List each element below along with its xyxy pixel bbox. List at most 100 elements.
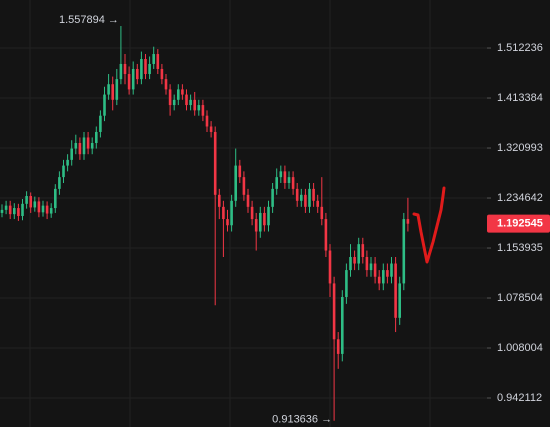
candle-body xyxy=(390,263,393,277)
candle-body xyxy=(279,171,283,178)
candle-body xyxy=(107,84,110,95)
candle-body xyxy=(33,201,37,208)
candle-body xyxy=(95,131,98,143)
candle-body xyxy=(394,263,397,318)
candle-body xyxy=(254,219,258,232)
candle-body xyxy=(332,283,336,340)
candle-body xyxy=(263,212,266,226)
candle-body xyxy=(168,89,172,106)
candle-body xyxy=(209,126,213,132)
candle-body xyxy=(324,219,328,251)
vertical-grid xyxy=(29,0,431,427)
candle-body xyxy=(300,194,303,201)
candle-body xyxy=(21,203,24,216)
candle-body xyxy=(144,58,147,75)
candle-body xyxy=(189,99,192,106)
candle-body xyxy=(242,177,246,195)
candle-body xyxy=(54,188,57,209)
candle-body xyxy=(275,177,278,189)
candle-body xyxy=(152,54,155,64)
candle-body xyxy=(361,244,365,258)
candle-body xyxy=(304,194,307,207)
candle-body xyxy=(90,142,94,149)
candle-body xyxy=(45,205,49,214)
low-annotation: 0.913636 → xyxy=(272,414,332,426)
candle-body xyxy=(17,208,20,216)
candle-body xyxy=(369,263,373,271)
candle-body xyxy=(267,206,270,226)
candle-body xyxy=(271,188,274,207)
candle-body xyxy=(357,244,360,264)
candle-body xyxy=(402,219,406,284)
candle-body xyxy=(377,276,381,284)
y-tick-label: 1.413384 xyxy=(497,92,543,104)
candle-body xyxy=(308,188,311,207)
candle-body xyxy=(140,58,143,80)
candle-body xyxy=(148,63,151,75)
candle-body xyxy=(336,339,340,354)
candle-body xyxy=(250,206,254,220)
candle-body xyxy=(0,209,4,213)
candle-body xyxy=(103,94,106,116)
candle-body xyxy=(131,68,135,90)
candle-body xyxy=(8,205,12,215)
y-tick-label: 1.234642 xyxy=(497,192,543,204)
candle-body xyxy=(119,63,123,80)
candle-body xyxy=(373,263,377,277)
candle-body xyxy=(197,105,201,111)
candle-body xyxy=(4,205,8,210)
candle-body xyxy=(365,257,369,271)
candle-body xyxy=(78,142,82,155)
candle-body xyxy=(185,94,188,106)
hand-drawn-line xyxy=(412,186,446,264)
candle-body xyxy=(111,84,114,100)
candle-body xyxy=(213,131,217,195)
candle-body xyxy=(218,194,221,207)
y-tick-label: 1.153935 xyxy=(497,242,543,254)
candle-body xyxy=(328,250,332,284)
candle-body xyxy=(345,270,348,297)
candle-body xyxy=(49,208,53,214)
candle-body xyxy=(25,196,28,204)
candle-body xyxy=(177,89,180,100)
y-tick-label: 1.512236 xyxy=(497,42,543,54)
candle-body xyxy=(320,206,324,220)
candle-body xyxy=(230,200,233,226)
candle-body xyxy=(316,200,319,207)
candle-body xyxy=(312,188,315,201)
candle-body xyxy=(205,115,209,127)
candle-body xyxy=(82,137,86,155)
last-price-box xyxy=(487,214,550,233)
candle-body xyxy=(136,68,139,80)
candle-body xyxy=(62,165,65,178)
candle-body xyxy=(115,79,119,100)
y-tick-label: 1.078504 xyxy=(497,292,543,304)
candle-body xyxy=(287,177,291,183)
candle-body xyxy=(291,177,295,189)
candle-body xyxy=(160,68,164,80)
candle-body xyxy=(37,201,41,213)
candle-body xyxy=(353,257,356,264)
candle-body xyxy=(70,148,73,160)
high-annotation: 1.557894 → xyxy=(59,14,119,26)
candle-body xyxy=(386,270,389,277)
candle-body xyxy=(123,63,127,75)
candle-body xyxy=(341,296,344,354)
candle-body xyxy=(74,142,78,149)
candle-body xyxy=(246,194,250,207)
candle-body xyxy=(226,219,229,226)
candle-body xyxy=(283,171,287,183)
candle-body xyxy=(13,208,16,215)
y-tick-label: 1.320993 xyxy=(497,142,543,154)
candle-body xyxy=(295,188,299,201)
candle-body xyxy=(127,74,131,90)
candles: 1.557894 → 0.913636 → xyxy=(0,14,410,426)
candle-body xyxy=(222,206,225,220)
candle-body xyxy=(193,99,196,111)
candle-body xyxy=(398,283,401,318)
candle-body xyxy=(349,257,352,271)
candle-body xyxy=(172,99,176,106)
